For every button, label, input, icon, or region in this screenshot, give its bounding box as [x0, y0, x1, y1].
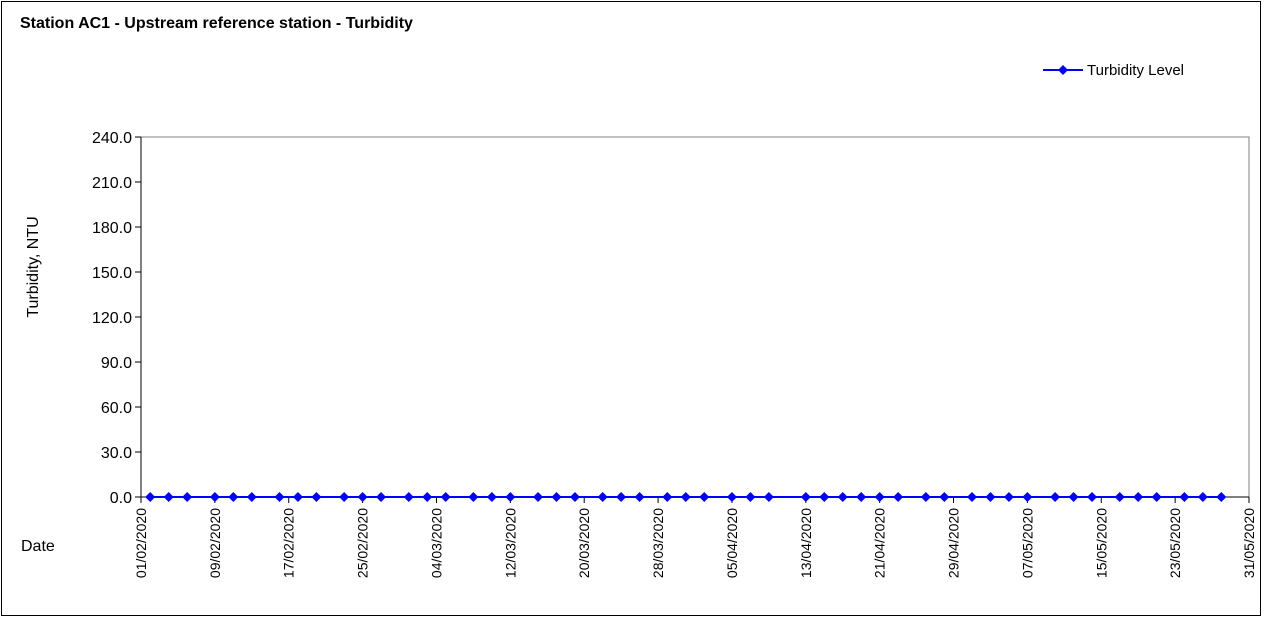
data-point: [551, 492, 562, 502]
data-point: [311, 492, 322, 502]
legend-line-marker-icon: [1043, 65, 1083, 75]
data-point: [569, 492, 580, 502]
data-point: [634, 492, 645, 502]
data-point: [533, 492, 544, 502]
x-tick-label: 25/02/2020: [355, 508, 371, 578]
y-tick-label: 150.0: [92, 265, 132, 282]
x-axis-label: Date: [21, 538, 55, 555]
y-axis: 0.0 30.0 60.0 90.0 120.0 150.0 180.0 210.0 240.0: [92, 130, 142, 507]
data-point: [1179, 492, 1190, 502]
x-tick-label: 05/04/2020: [724, 508, 740, 578]
data-point: [209, 492, 220, 502]
data-point: [1114, 492, 1125, 502]
data-point: [967, 492, 977, 502]
data-point: [726, 492, 737, 502]
data-point: [440, 492, 451, 502]
x-tick-label: 13/04/2020: [798, 508, 814, 578]
data-point: [837, 492, 848, 502]
x-tick-label: 01/02/2020: [133, 508, 149, 578]
y-tick-label: 120.0: [92, 310, 132, 327]
y-axis-label: Turbidity, NTU: [25, 216, 42, 317]
data-point: [616, 492, 627, 502]
data-point: [1216, 492, 1227, 502]
x-tick-label: 15/05/2020: [1093, 508, 1109, 578]
data-point: [819, 492, 830, 502]
data-point: [1050, 492, 1061, 502]
chart-title: Station AC1 - Upstream reference station…: [20, 15, 413, 32]
x-tick-label: 07/05/2020: [1019, 508, 1035, 578]
data-point: [939, 492, 950, 502]
plot-area: [140, 136, 1250, 498]
data-point: [292, 492, 303, 502]
data-point: [920, 492, 931, 502]
data-point: [662, 492, 673, 502]
x-tick-label: 23/05/2020: [1167, 508, 1183, 578]
x-tick-label: 20/03/2020: [576, 508, 592, 578]
data-point: [339, 492, 350, 502]
x-tick-label: 12/03/2020: [502, 508, 518, 578]
data-point: [274, 492, 285, 502]
x-tick-label: 04/03/2020: [428, 508, 444, 578]
legend: Turbidity Level: [1042, 60, 1184, 80]
y-tick-label: 30.0: [101, 445, 132, 462]
data-point: [376, 492, 387, 502]
data-point: [874, 492, 885, 502]
data-point: [1003, 492, 1014, 502]
legend-label: Turbidity Level: [1087, 61, 1184, 79]
data-point: [893, 492, 904, 502]
data-point: [763, 492, 774, 502]
data-point: [1022, 492, 1033, 502]
x-tick-label: 28/03/2020: [650, 508, 666, 578]
data-point: [468, 492, 479, 502]
data-point: [357, 492, 368, 502]
data-point: [597, 492, 608, 502]
data-point: [1087, 492, 1098, 502]
data-point: [1197, 492, 1208, 502]
data-point: [985, 492, 996, 502]
y-tick-label: 180.0: [92, 220, 132, 237]
data-point: [1133, 492, 1144, 502]
y-tick-label: 0.0: [110, 490, 132, 507]
x-tick-label: 29/04/2020: [946, 508, 962, 578]
y-tick-label: 90.0: [101, 355, 132, 372]
data-point: [1151, 492, 1162, 502]
x-tick-label: 09/02/2020: [207, 508, 223, 578]
data-point: [505, 492, 516, 502]
data-point: [856, 492, 867, 502]
data-point: [680, 492, 691, 502]
data-point: [486, 492, 497, 502]
x-tick-label: 21/04/2020: [872, 508, 888, 578]
x-tick-label: 17/02/2020: [281, 508, 297, 578]
series-layer: [145, 492, 1227, 502]
data-point: [228, 492, 239, 502]
data-point: [145, 492, 156, 502]
y-tick-label: 210.0: [92, 175, 132, 192]
x-tick-label: 31/05/2020: [1241, 508, 1257, 578]
data-point: [182, 492, 193, 502]
data-point: [800, 492, 811, 502]
x-axis: 01/02/2020 09/02/2020 17/02/2020 25/02/2020…: [133, 496, 1257, 578]
data-point: [699, 492, 710, 502]
data-point: [1068, 492, 1079, 502]
data-point: [403, 492, 414, 502]
data-point: [745, 492, 756, 502]
data-point: [163, 492, 174, 502]
data-point: [246, 492, 257, 502]
y-tick-label: 60.0: [101, 400, 132, 417]
y-tick-label: 240.0: [92, 130, 132, 147]
data-point: [422, 492, 433, 502]
